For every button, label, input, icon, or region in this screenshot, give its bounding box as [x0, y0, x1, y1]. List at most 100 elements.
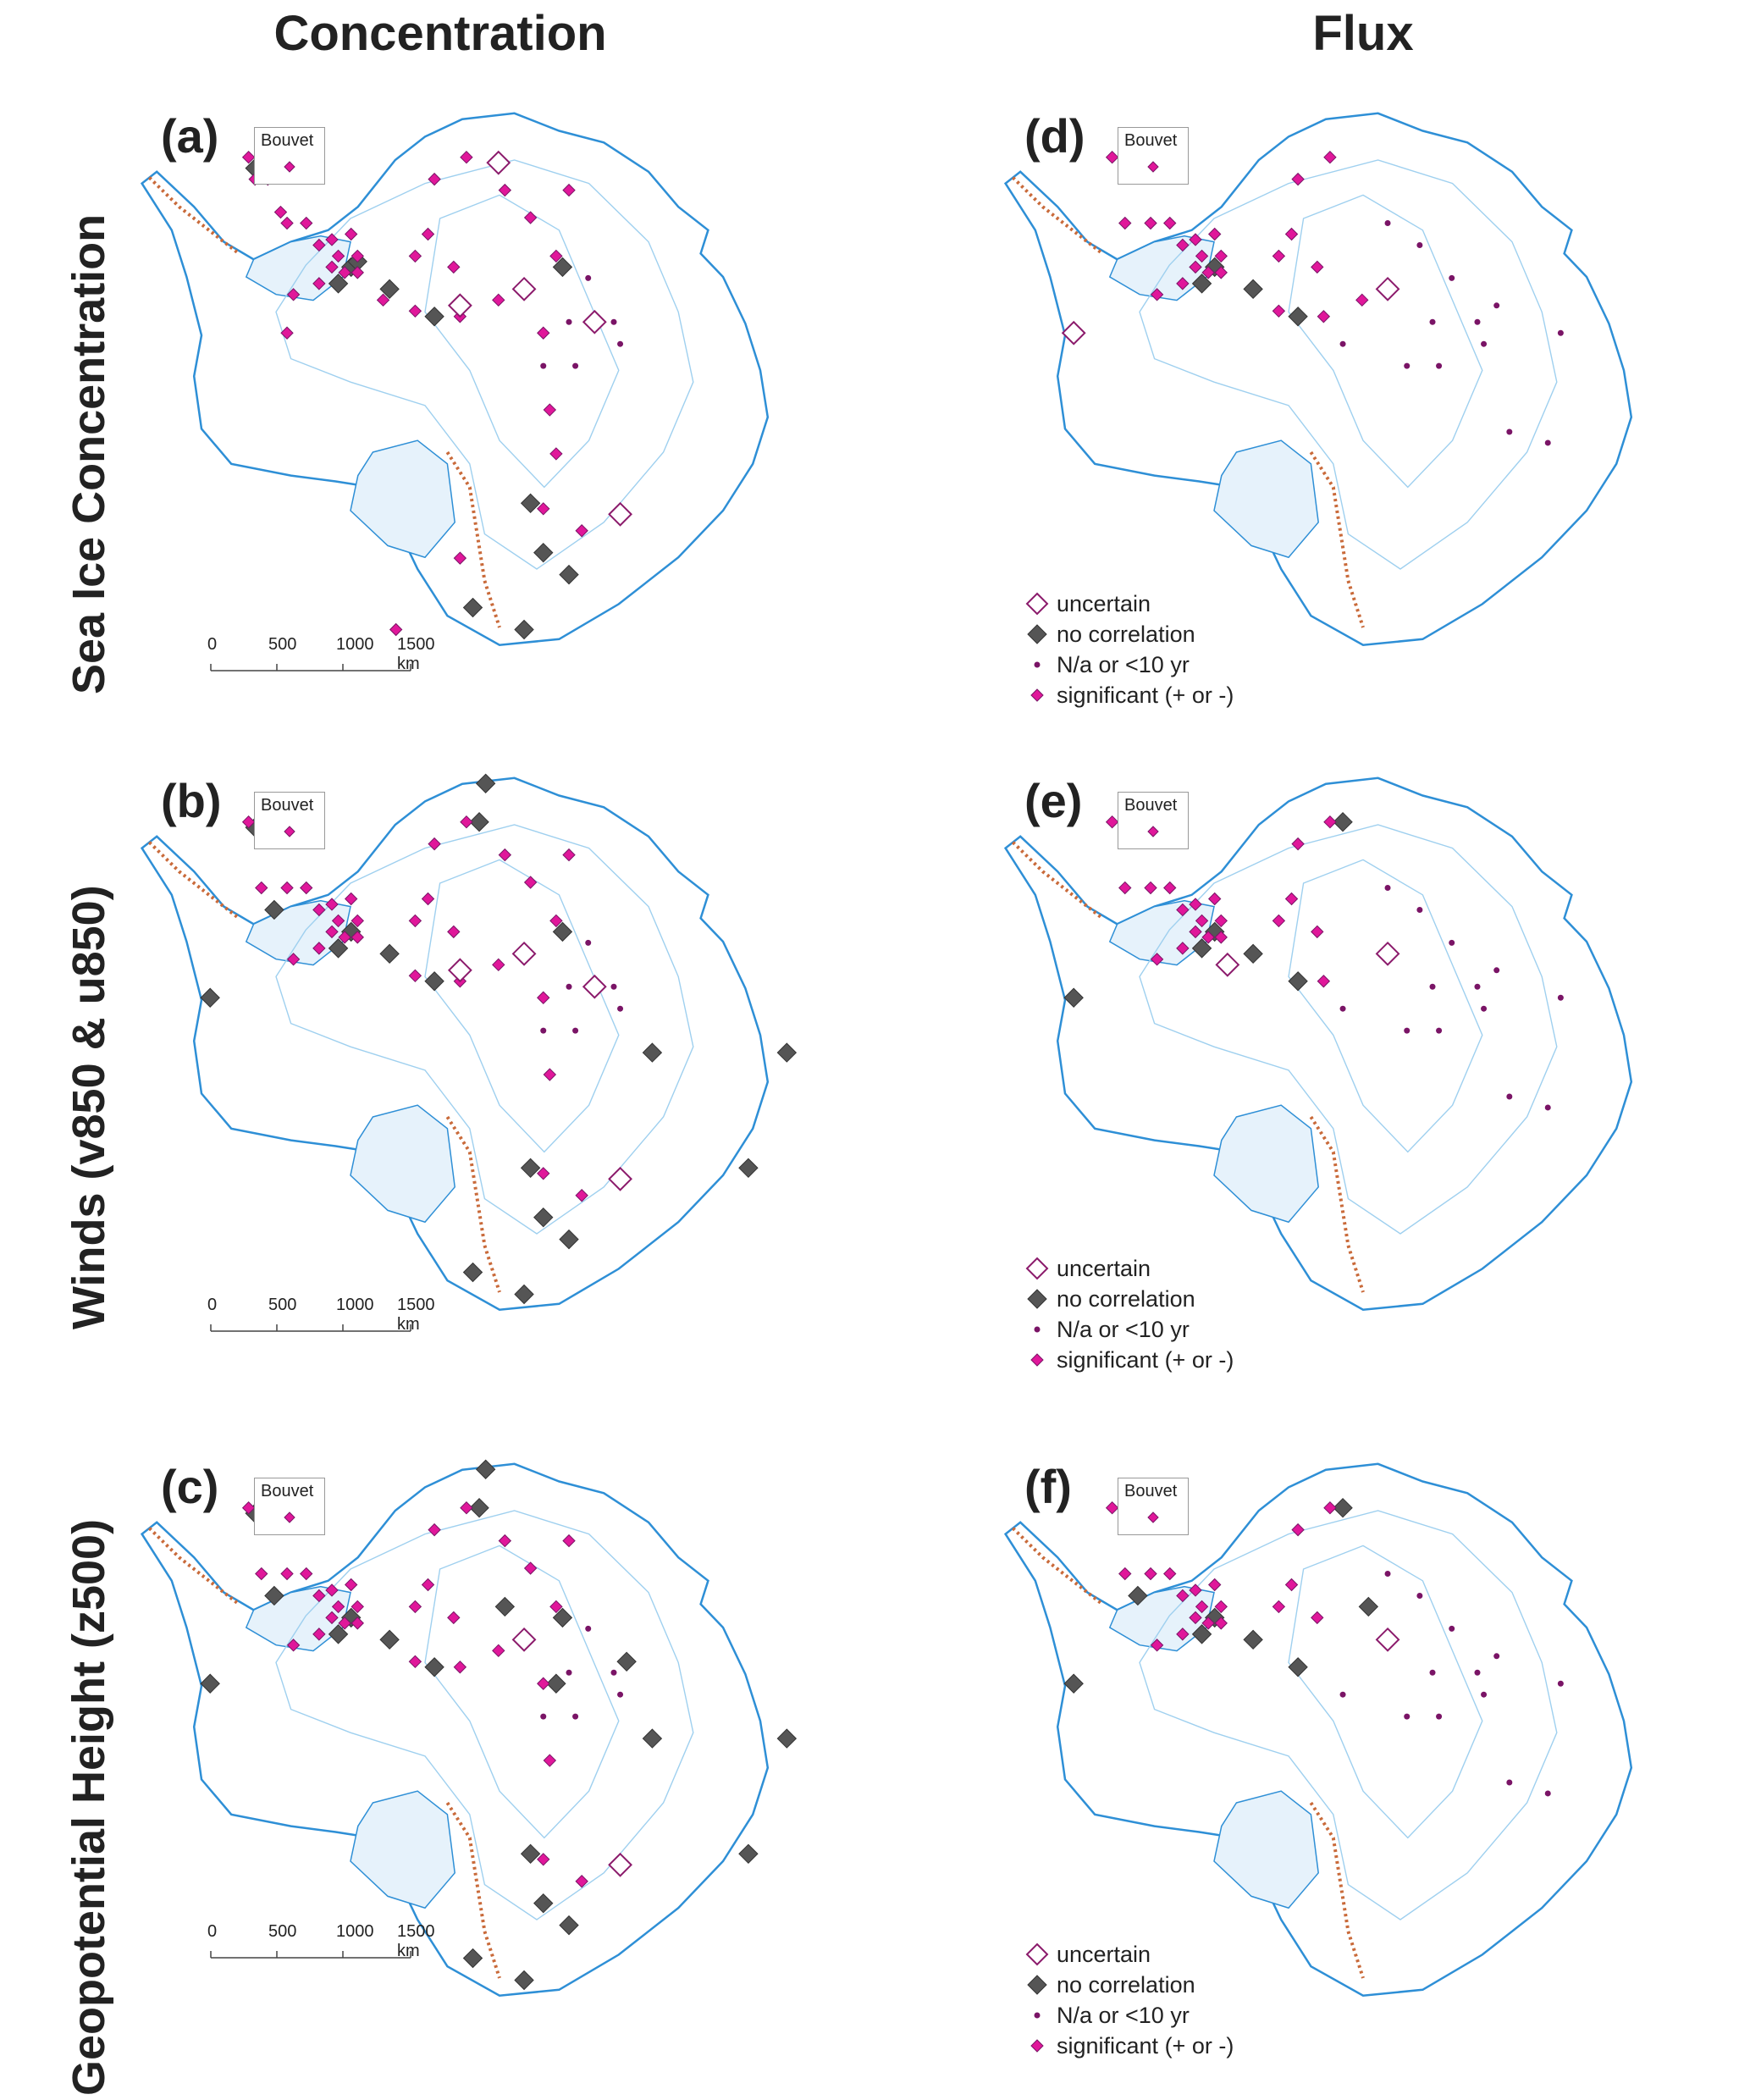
marker-uncertain: [1215, 952, 1240, 977]
marker-significant: [1284, 892, 1299, 906]
marker-significant: [1317, 975, 1331, 988]
marker-significant: [1118, 1567, 1132, 1581]
marker-no-correlation: [738, 1158, 759, 1179]
marker-significant: [338, 931, 351, 944]
marker-na: [1506, 1093, 1513, 1100]
marker-significant: [549, 447, 563, 461]
marker-na: [610, 983, 617, 990]
legend-symbol: [1030, 1353, 1044, 1367]
scale-bar: 0 500 1000 1500 km: [207, 1296, 461, 1346]
legend-label: uncertain: [1057, 591, 1151, 616]
row-title-geopotential: Geopotential Height (z500): [63, 1518, 114, 2096]
marker-significant: [549, 914, 563, 928]
legend-no-correlation-icon: [1027, 1289, 1047, 1309]
legend-na-icon: [1034, 661, 1041, 668]
legend-item-na: N/a or <10 yr: [1024, 1314, 1234, 1345]
marker-significant: [1291, 172, 1305, 186]
legend-na-icon: [1034, 1326, 1041, 1333]
marker-na: [1493, 967, 1500, 974]
bouvet-marker-svg: [1147, 161, 1159, 173]
marker-no-correlation: [552, 1607, 573, 1628]
marker-uncertain: [511, 941, 537, 966]
marker-na: [1429, 318, 1436, 325]
marker-significant: [1144, 881, 1157, 895]
marker-no-correlation: [379, 1629, 400, 1650]
marker-na: [1493, 1653, 1500, 1660]
marker-significant: [543, 1068, 557, 1081]
legend-symbol: [1034, 1326, 1041, 1333]
marker-na: [1384, 1571, 1391, 1578]
marker-na: [1384, 220, 1391, 227]
antarctica-map-d: [1003, 112, 1633, 646]
legend-symbol: [1034, 2012, 1041, 2019]
scale-tick-label: 1000: [336, 635, 374, 654]
map-panel-c: (c) Bouvet 0 500 1000 1500 km: [127, 1452, 872, 2036]
marker-no-correlation: [1288, 307, 1308, 327]
marker-no-correlation: [462, 1948, 483, 1969]
marker-no-correlation: [264, 1585, 284, 1606]
bouvet-marker-svg: [284, 1511, 295, 1523]
marker-no-correlation: [1333, 811, 1353, 832]
marker-no-correlation: [559, 564, 579, 585]
row-title-winds: Winds (v850 & u850): [63, 885, 114, 1329]
coastline: [1003, 1462, 1633, 1997]
legend-item-no-correlation: no correlation: [1024, 1970, 1234, 2000]
marker-significant: [523, 211, 538, 224]
marker-significant: [241, 815, 256, 829]
marker-significant: [575, 524, 588, 538]
marker-na: [1436, 362, 1443, 369]
marker-significant: [1189, 1611, 1202, 1625]
marker-significant: [1284, 1578, 1299, 1592]
scale-tick-label: 1000: [336, 1296, 374, 1314]
marker-na: [1544, 1104, 1551, 1111]
panel-label-d: (d): [1024, 109, 1085, 163]
marker-significant: [1214, 266, 1228, 279]
marker-significant: [549, 1600, 563, 1614]
marker-significant: [1207, 1578, 1222, 1592]
scale-tick-label: 1500 km: [397, 1922, 435, 1960]
bouvet-marker-svg: [284, 826, 295, 837]
marker-significant: [351, 266, 364, 279]
marker-significant: [325, 1583, 339, 1597]
marker-no-correlation: [200, 987, 220, 1008]
marker-significant: [344, 227, 358, 241]
legend-symbol: [1034, 661, 1041, 668]
marker-significant: [1195, 914, 1209, 928]
marker-significant: [1176, 1628, 1190, 1641]
bouvet-inset: Bouvet: [1118, 127, 1189, 185]
marker-na: [617, 1691, 624, 1698]
marker-no-correlation: [1128, 1585, 1148, 1606]
bouvet-label: Bouvet: [261, 131, 314, 150]
ross-ice-shelf: [350, 1790, 455, 1909]
legend-label: no correlation: [1057, 1972, 1195, 1998]
map-panel-e: (e) Bouvet uncertain no correlation N/a or <…: [991, 766, 1736, 1373]
marker-significant: [325, 925, 339, 939]
marker-significant: [1317, 310, 1331, 323]
marker-significant: [1272, 304, 1286, 318]
marker-no-correlation: [494, 1596, 516, 1617]
legend-item-uncertain: uncertain: [1024, 1939, 1234, 1970]
marker-significant: [351, 1600, 364, 1614]
bouvet-marker-svg: [284, 161, 295, 173]
marker-no-correlation: [424, 307, 444, 327]
bouvet-marker: [1147, 161, 1159, 173]
marker-significant: [1207, 227, 1222, 241]
row-title-sea-ice: Sea Ice Concentration: [63, 213, 114, 694]
marker-uncertain: [582, 974, 607, 999]
marker-significant: [492, 1644, 505, 1658]
marker-na: [610, 318, 617, 325]
marker-no-correlation: [642, 1728, 663, 1749]
marker-no-correlation: [328, 274, 349, 294]
scale-line: [210, 664, 411, 671]
marker-significant: [523, 1561, 538, 1575]
marker-significant: [280, 881, 294, 895]
marker-significant: [312, 942, 326, 955]
legend: uncertain no correlation N/a or <10 yr sign…: [1024, 1253, 1234, 1375]
elevation-contour: [275, 824, 694, 1235]
marker-significant: [1323, 815, 1337, 829]
marker-significant: [1176, 277, 1190, 290]
marker-significant: [286, 288, 301, 301]
marker-significant: [447, 925, 461, 939]
marker-no-correlation: [1063, 1673, 1084, 1694]
marker-significant: [1201, 931, 1215, 944]
